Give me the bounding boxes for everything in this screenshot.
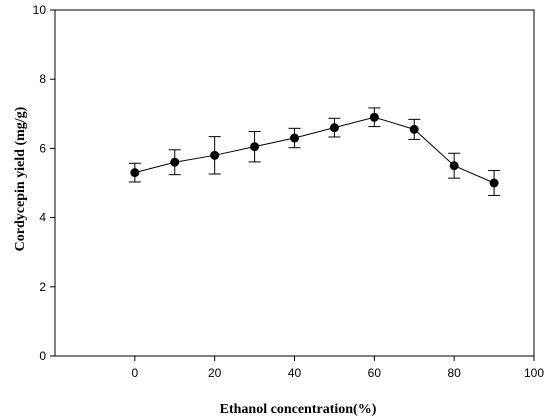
x-axis-ticks: 0 20 40 60 80 100	[131, 356, 544, 380]
y-axis-title: Cordycepin yield (mg/g)	[13, 106, 28, 251]
data-point	[329, 123, 339, 133]
y-tick-label: 10	[33, 3, 47, 17]
plot-area	[128, 107, 501, 196]
data-point	[449, 161, 459, 171]
axes	[54, 9, 535, 357]
y-tick-label: 2	[39, 280, 46, 294]
data-point	[250, 142, 260, 152]
y-tick-label: 8	[39, 72, 46, 86]
data-point	[409, 124, 419, 134]
x-tick-label: 40	[288, 366, 302, 380]
x-tick-label: 0	[131, 366, 138, 380]
y-tick-label: 6	[39, 141, 46, 155]
x-tick-label: 80	[447, 366, 461, 380]
y-axis-ticks: 0 2 4 6 8 10	[33, 3, 55, 363]
plot-frame	[54, 9, 535, 357]
x-tick-label: 60	[368, 366, 382, 380]
data-point	[369, 112, 379, 122]
data-point	[290, 133, 299, 143]
series-line	[134, 116, 495, 184]
x-tick-label: 100	[524, 366, 544, 380]
data-point	[170, 157, 180, 167]
x-axis-title: Ethanol concentration(%)	[220, 402, 377, 417]
data-point	[489, 178, 499, 188]
y-tick-label: 4	[39, 211, 46, 225]
data-point	[130, 168, 140, 178]
data-point	[210, 150, 220, 160]
x-tick-label: 20	[208, 366, 222, 380]
y-tick-label: 0	[39, 349, 46, 363]
